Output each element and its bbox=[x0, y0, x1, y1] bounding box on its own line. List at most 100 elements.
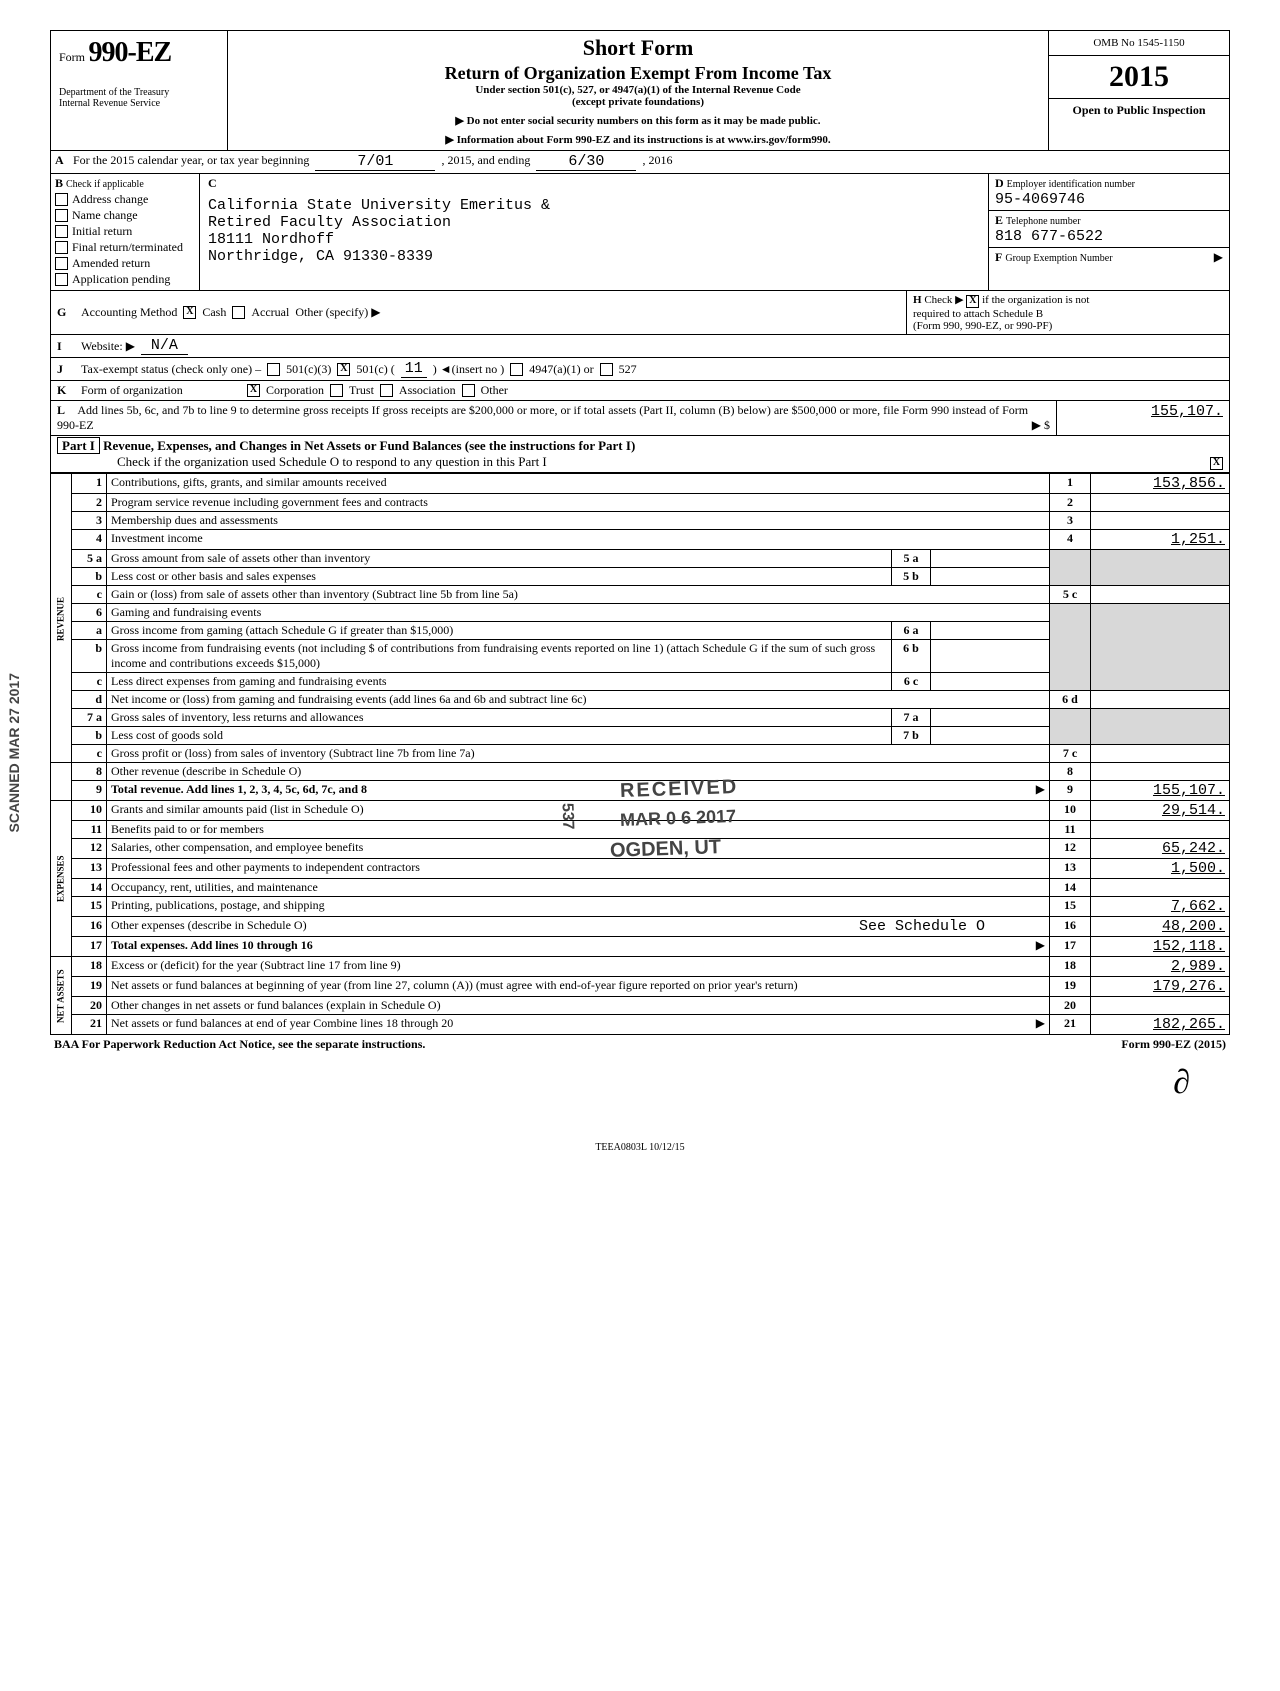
checkbox-other[interactable] bbox=[462, 384, 475, 397]
row-a-mid: , 2015, and ending bbox=[441, 153, 530, 171]
ln7b-text: Less cost of goods sold bbox=[107, 727, 892, 745]
row-j: J Tax-exempt status (check only one) – 5… bbox=[50, 357, 1230, 381]
checkbox-accrual[interactable] bbox=[232, 306, 245, 319]
ln5b-sn: 5 b bbox=[892, 568, 931, 586]
org-addr-1: 18111 Nordhoff bbox=[208, 231, 980, 248]
ln8-text: Other revenue (describe in Schedule O) bbox=[107, 763, 1050, 781]
checkbox-final-return[interactable] bbox=[55, 241, 68, 254]
label-j: J bbox=[57, 362, 75, 377]
ln19-amt: 179,276. bbox=[1091, 977, 1230, 997]
ln7b-num: b bbox=[72, 727, 107, 745]
dept-line2: Internal Revenue Service bbox=[59, 98, 219, 109]
b-item-3: Final return/terminated bbox=[72, 240, 183, 255]
ln6a-num: a bbox=[72, 622, 107, 640]
form-number: 990-EZ bbox=[89, 37, 172, 68]
ln3-num: 3 bbox=[72, 512, 107, 530]
ln7-shade bbox=[1050, 709, 1091, 745]
opt-527: 527 bbox=[619, 362, 637, 377]
dept-treasury: Department of the Treasury Internal Reve… bbox=[59, 87, 219, 109]
checkbox-name-change[interactable] bbox=[55, 209, 68, 222]
j-bpre: 501(c) ( bbox=[356, 362, 394, 377]
checkbox-application-pending[interactable] bbox=[55, 273, 68, 286]
side-blank bbox=[51, 763, 72, 801]
ln6b-num: b bbox=[72, 640, 107, 673]
row-i: I Website: ▶ N/A bbox=[50, 335, 1230, 357]
ln10-text: Grants and similar amounts paid (list in… bbox=[107, 801, 1050, 821]
ln5b-num: b bbox=[72, 568, 107, 586]
tax-year: 2015 bbox=[1049, 56, 1229, 99]
omb-number: OMB No 1545-1150 bbox=[1049, 31, 1229, 56]
ln11-amt bbox=[1091, 821, 1230, 839]
checkbox-501c[interactable]: X bbox=[337, 363, 350, 376]
l-amount: 155,107. bbox=[1056, 401, 1229, 435]
checkbox-initial-return[interactable] bbox=[55, 225, 68, 238]
k-caption: Form of organization bbox=[81, 383, 241, 398]
checkbox-corp[interactable]: X bbox=[247, 384, 260, 397]
ln5b-subamt bbox=[931, 568, 1050, 586]
ln4-rnum: 4 bbox=[1050, 530, 1091, 550]
ln20-num: 20 bbox=[72, 997, 107, 1015]
ln20-rnum: 20 bbox=[1050, 997, 1091, 1015]
ln6-shade-amt bbox=[1091, 604, 1230, 691]
checkbox-4947[interactable] bbox=[510, 363, 523, 376]
form-header: Form 990-EZ Department of the Treasury I… bbox=[50, 30, 1230, 150]
checkbox-trust[interactable] bbox=[330, 384, 343, 397]
row-a: A For the 2015 calendar year, or tax yea… bbox=[50, 150, 1230, 174]
b-item-0: Address change bbox=[72, 192, 148, 207]
e-caption: Telephone number bbox=[1006, 216, 1081, 227]
ln8-num: 8 bbox=[72, 763, 107, 781]
ln17-text: Total expenses. Add lines 10 through 16 bbox=[111, 938, 313, 952]
g-caption: Accounting Method bbox=[81, 305, 177, 320]
header-center: Short Form Return of Organization Exempt… bbox=[228, 31, 1049, 150]
ln21-amt: 182,265. bbox=[1091, 1015, 1230, 1035]
part1-table: REVENUE 1 Contributions, gifts, grants, … bbox=[50, 473, 1230, 1035]
ln17-arrow: ▶ bbox=[1036, 938, 1045, 953]
checkbox-527[interactable] bbox=[600, 363, 613, 376]
ln1-rnum: 1 bbox=[1050, 474, 1091, 494]
checkbox-cash[interactable]: X bbox=[183, 306, 196, 319]
checkbox-schedule-o[interactable]: X bbox=[1210, 457, 1223, 470]
ln1-num: 1 bbox=[72, 474, 107, 494]
row-a-yr2: , 2016 bbox=[642, 153, 672, 171]
label-a: A bbox=[55, 153, 73, 171]
label-g: G bbox=[57, 305, 75, 320]
ln6d-num: d bbox=[72, 691, 107, 709]
checkbox-h[interactable]: X bbox=[966, 295, 979, 308]
ln6-num: 6 bbox=[72, 604, 107, 622]
ln7a-text: Gross sales of inventory, less returns a… bbox=[107, 709, 892, 727]
checkbox-501c3[interactable] bbox=[267, 363, 280, 376]
ln5-shade-amt bbox=[1091, 550, 1230, 586]
ln16-rnum: 16 bbox=[1050, 917, 1091, 937]
checkbox-address-change[interactable] bbox=[55, 193, 68, 206]
ln6d-amt bbox=[1091, 691, 1230, 709]
ln10-amt: 29,514. bbox=[1091, 801, 1230, 821]
ln6c-subamt bbox=[931, 673, 1050, 691]
header-right: OMB No 1545-1150 2015 Open to Public Ins… bbox=[1049, 31, 1229, 150]
org-name-2: Retired Faculty Association bbox=[208, 214, 980, 231]
col-c: C California State University Emeritus &… bbox=[200, 174, 989, 290]
ln20-amt bbox=[1091, 997, 1230, 1015]
ln7-shade-amt bbox=[1091, 709, 1230, 745]
label-c: C bbox=[208, 176, 217, 190]
ln6a-sn: 6 a bbox=[892, 622, 931, 640]
ln12-amt: 65,242. bbox=[1091, 839, 1230, 859]
ln6d-text: Net income or (loss) from gaming and fun… bbox=[107, 691, 1050, 709]
checkbox-amended-return[interactable] bbox=[55, 257, 68, 270]
opt-other: Other (specify) ▶ bbox=[295, 305, 380, 320]
checkbox-assoc[interactable] bbox=[380, 384, 393, 397]
year-end: 6/30 bbox=[536, 153, 636, 171]
year-begin: 7/01 bbox=[315, 153, 435, 171]
block-bcdef: B Check if applicable Address change Nam… bbox=[50, 174, 1230, 291]
ln20-text: Other changes in net assets or fund bala… bbox=[107, 997, 1050, 1015]
ln5c-amt bbox=[1091, 586, 1230, 604]
ln10-num: 10 bbox=[72, 801, 107, 821]
ln15-num: 15 bbox=[72, 897, 107, 917]
ln6c-text: Less direct expenses from gaming and fun… bbox=[107, 673, 892, 691]
ln21-arrow: ▶ bbox=[1036, 1016, 1045, 1031]
l-text: Add lines 5b, 6c, and 7b to line 9 to de… bbox=[57, 403, 1028, 432]
part1-sub: Check if the organization used Schedule … bbox=[117, 454, 547, 469]
ln19-text: Net assets or fund balances at beginning… bbox=[107, 977, 1050, 997]
ln6b-text: Gross income from fundraising events (no… bbox=[107, 640, 892, 673]
ln7b-subamt bbox=[931, 727, 1050, 745]
ln9-arrow: ▶ bbox=[1036, 782, 1045, 797]
